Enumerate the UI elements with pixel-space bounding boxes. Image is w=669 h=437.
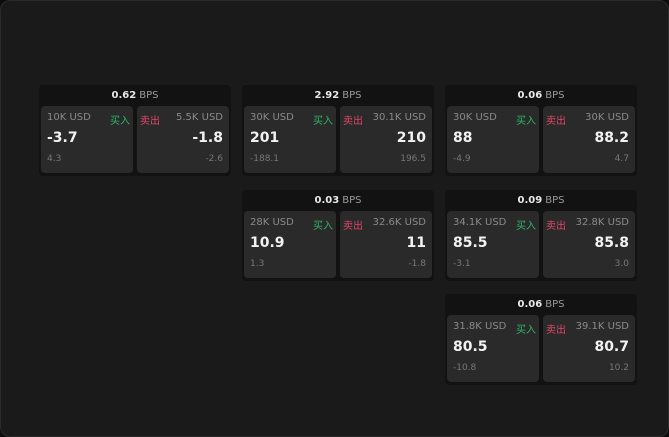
spread-unit: BPS [139,90,159,101]
sell-button[interactable]: 卖出 5.5K USD -1.8 -2.6 [137,106,229,173]
buy-label: 买入 [313,116,333,127]
buy-button[interactable]: 34.1K USD 买入 85.5 -3.1 [447,211,539,278]
buy-button[interactable]: 30K USD 买入 88 -4.9 [447,106,539,173]
sell-label: 卖出 [546,221,566,232]
spread-header: 0.09 BPS [445,190,637,211]
sell-label: 卖出 [546,116,566,127]
ask-size: 30.1K USD [372,112,426,123]
bid-size: 30K USD [250,112,294,123]
bid-change: -188.1 [250,154,280,164]
ask-price: -1.8 [192,130,223,146]
buy-button[interactable]: 28K USD 买入 10.9 1.3 [244,211,336,278]
spread-unit: BPS [342,90,362,101]
ask-change: 4.7 [614,154,629,164]
spread-value: 2.92 [314,90,340,101]
ask-size: 39.1K USD [575,321,629,332]
spread-value: 0.62 [111,90,137,101]
spread-unit: BPS [545,90,565,101]
ask-size: 32.8K USD [575,217,629,228]
buy-label: 买入 [313,221,333,232]
sell-button[interactable]: 卖出 32.6K USD 11 -1.8 [340,211,432,278]
buy-button[interactable]: 30K USD 买入 201 -188.1 [244,106,336,173]
quote-card: 0.06 BPS 31.8K USD 买入 80.5 -10.8 卖出 39.1K… [445,294,637,385]
sell-button[interactable]: 卖出 30K USD 88.2 4.7 [543,106,635,173]
bid-size: 31.8K USD [453,321,507,332]
bid-change: 4.3 [47,154,62,164]
spread-value: 0.03 [314,195,340,206]
ask-change: -2.6 [205,154,223,164]
ask-size: 5.5K USD [175,112,223,123]
ask-change: 196.5 [400,154,426,164]
bid-price: 80.5 [453,339,488,355]
spread-unit: BPS [342,195,362,206]
sell-label: 卖出 [546,325,566,336]
bid-size: 10K USD [47,112,91,123]
bid-price: 201 [250,130,280,146]
ask-price: 80.7 [594,339,629,355]
quote-card: 0.62 BPS 10K USD 买入 -3.7 4.3 卖出 5.5K USD … [39,85,231,176]
ask-price: 210 [396,130,426,146]
ask-size: 32.6K USD [372,217,426,228]
sell-label: 卖出 [343,116,363,127]
ask-price: 88.2 [594,130,629,146]
bid-price: 10.9 [250,235,285,251]
bid-size: 28K USD [250,217,294,228]
bid-change: -4.9 [453,154,471,164]
bid-change: -3.1 [453,259,471,269]
sell-button[interactable]: 卖出 30.1K USD 210 196.5 [340,106,432,173]
spread-value: 0.06 [517,90,543,101]
sell-label: 卖出 [140,116,160,127]
ask-size: 30K USD [585,112,629,123]
bid-price: -3.7 [47,130,78,146]
buy-label: 买入 [516,325,536,336]
spread-value: 0.06 [517,299,543,310]
quote-card: 0.03 BPS 28K USD 买入 10.9 1.3 卖出 32.6K USD… [242,190,434,281]
ask-change: 10.2 [608,363,629,373]
bid-size: 30K USD [453,112,497,123]
buy-label: 买入 [516,116,536,127]
ask-price: 85.8 [594,235,629,251]
sell-button[interactable]: 卖出 32.8K USD 85.8 3.0 [543,211,635,278]
spread-unit: BPS [545,195,565,206]
spread-unit: BPS [545,299,565,310]
bid-price: 85.5 [453,235,488,251]
bid-size: 34.1K USD [453,217,507,228]
bid-change: -10.8 [453,363,477,373]
sell-button[interactable]: 卖出 39.1K USD 80.7 10.2 [543,315,635,382]
quote-card: 0.06 BPS 30K USD 买入 88 -4.9 卖出 30K USD 88… [445,85,637,176]
spread-header: 0.62 BPS [39,85,231,106]
ask-price: 11 [406,235,426,251]
bid-change: 1.3 [250,259,265,269]
buy-button[interactable]: 31.8K USD 买入 80.5 -10.8 [447,315,539,382]
spread-header: 0.06 BPS [445,294,637,315]
spread-header: 0.03 BPS [242,190,434,211]
spread-header: 2.92 BPS [242,85,434,106]
bid-price: 88 [453,130,473,146]
buy-label: 买入 [516,221,536,232]
ask-change: 3.0 [614,259,629,269]
buy-button[interactable]: 10K USD 买入 -3.7 4.3 [41,106,133,173]
spread-header: 0.06 BPS [445,85,637,106]
ask-change: -1.8 [408,259,426,269]
quote-card: 2.92 BPS 30K USD 买入 201 -188.1 卖出 30.1K U… [242,85,434,176]
sell-label: 卖出 [343,221,363,232]
spread-value: 0.09 [517,195,543,206]
quote-card: 0.09 BPS 34.1K USD 买入 85.5 -3.1 卖出 32.8K … [445,190,637,281]
buy-label: 买入 [110,116,130,127]
